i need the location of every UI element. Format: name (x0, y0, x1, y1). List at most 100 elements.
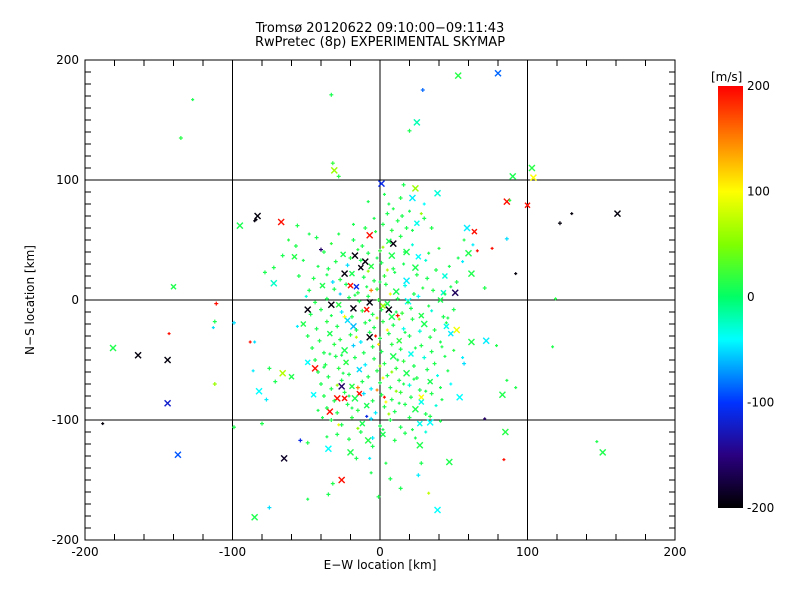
data-point (570, 212, 574, 216)
data-point (191, 98, 195, 102)
data-point (384, 400, 388, 404)
data-point (349, 314, 354, 319)
data-point (347, 437, 352, 442)
data-point (430, 309, 434, 313)
data-point (416, 420, 423, 427)
data-point (271, 265, 276, 270)
data-point (374, 334, 378, 338)
data-point (291, 253, 298, 260)
data-point (410, 317, 415, 322)
data-point (360, 244, 365, 248)
data-point (398, 347, 403, 352)
data-point (368, 263, 375, 270)
data-point (375, 388, 379, 392)
data-point (388, 385, 393, 390)
data-point (366, 200, 370, 204)
data-point (471, 228, 478, 235)
data-point (403, 402, 408, 407)
data-point (451, 289, 459, 297)
data-point (388, 418, 393, 422)
data-point (449, 382, 453, 386)
data-point (267, 505, 272, 510)
data-point (339, 422, 344, 427)
data-point (349, 322, 357, 330)
data-point (167, 332, 171, 336)
data-point (326, 492, 331, 497)
data-point (101, 422, 105, 426)
data-point (509, 172, 517, 180)
data-point (411, 264, 419, 272)
data-point (335, 432, 340, 437)
data-point (420, 88, 425, 92)
data-point (418, 394, 425, 401)
data-point (382, 274, 387, 278)
data-point (382, 192, 386, 196)
data-point (370, 312, 375, 317)
data-point (385, 373, 390, 378)
data-point (313, 358, 318, 362)
data-point (348, 383, 355, 390)
data-point (407, 334, 412, 338)
data-point (514, 386, 518, 390)
data-point (388, 476, 393, 481)
data-point (378, 364, 382, 368)
data-point (335, 383, 339, 387)
data-point (296, 274, 301, 278)
data-point (379, 307, 384, 312)
data-point (356, 248, 360, 252)
data-point (389, 397, 394, 402)
data-point (377, 180, 385, 188)
data-point (446, 369, 450, 373)
data-point (273, 379, 278, 384)
data-point (397, 317, 401, 321)
y-tick-label: -200 (52, 533, 79, 547)
data-point (420, 320, 428, 328)
data-point (498, 391, 506, 399)
data-point (398, 390, 403, 395)
data-point (326, 330, 333, 337)
data-point (434, 506, 442, 514)
data-point (378, 248, 382, 253)
y-tick-label: -100 (52, 413, 79, 427)
data-point (447, 264, 451, 268)
data-point (366, 251, 371, 256)
data-point (212, 382, 217, 386)
data-point (422, 202, 426, 206)
data-point (332, 287, 337, 292)
data-point (551, 345, 555, 349)
data-point (360, 308, 365, 313)
data-point (403, 277, 411, 285)
data-point (375, 368, 380, 373)
data-point (307, 232, 311, 236)
data-point (231, 320, 236, 325)
data-point (504, 236, 509, 241)
data-point (353, 293, 357, 297)
data-point (440, 398, 444, 402)
data-point (369, 386, 374, 391)
data-point (361, 391, 366, 396)
data-point (413, 118, 421, 126)
data-point (416, 294, 421, 299)
data-point (427, 304, 431, 308)
data-point (340, 353, 344, 357)
data-point (467, 338, 475, 346)
data-point (368, 318, 372, 322)
data-point (363, 226, 368, 230)
data-point (214, 301, 219, 306)
data-point (381, 245, 385, 249)
data-point (425, 276, 430, 281)
data-point (348, 256, 353, 260)
data-point (311, 276, 316, 281)
data-point (394, 366, 399, 371)
data-point (311, 364, 319, 372)
data-point (348, 332, 353, 337)
data-point (415, 253, 422, 260)
data-point (174, 451, 182, 459)
data-point (412, 377, 416, 381)
data-point (424, 389, 428, 393)
data-point (164, 356, 172, 364)
data-point (293, 244, 298, 248)
data-point (482, 337, 490, 345)
data-point (389, 352, 397, 360)
data-point (332, 398, 337, 403)
